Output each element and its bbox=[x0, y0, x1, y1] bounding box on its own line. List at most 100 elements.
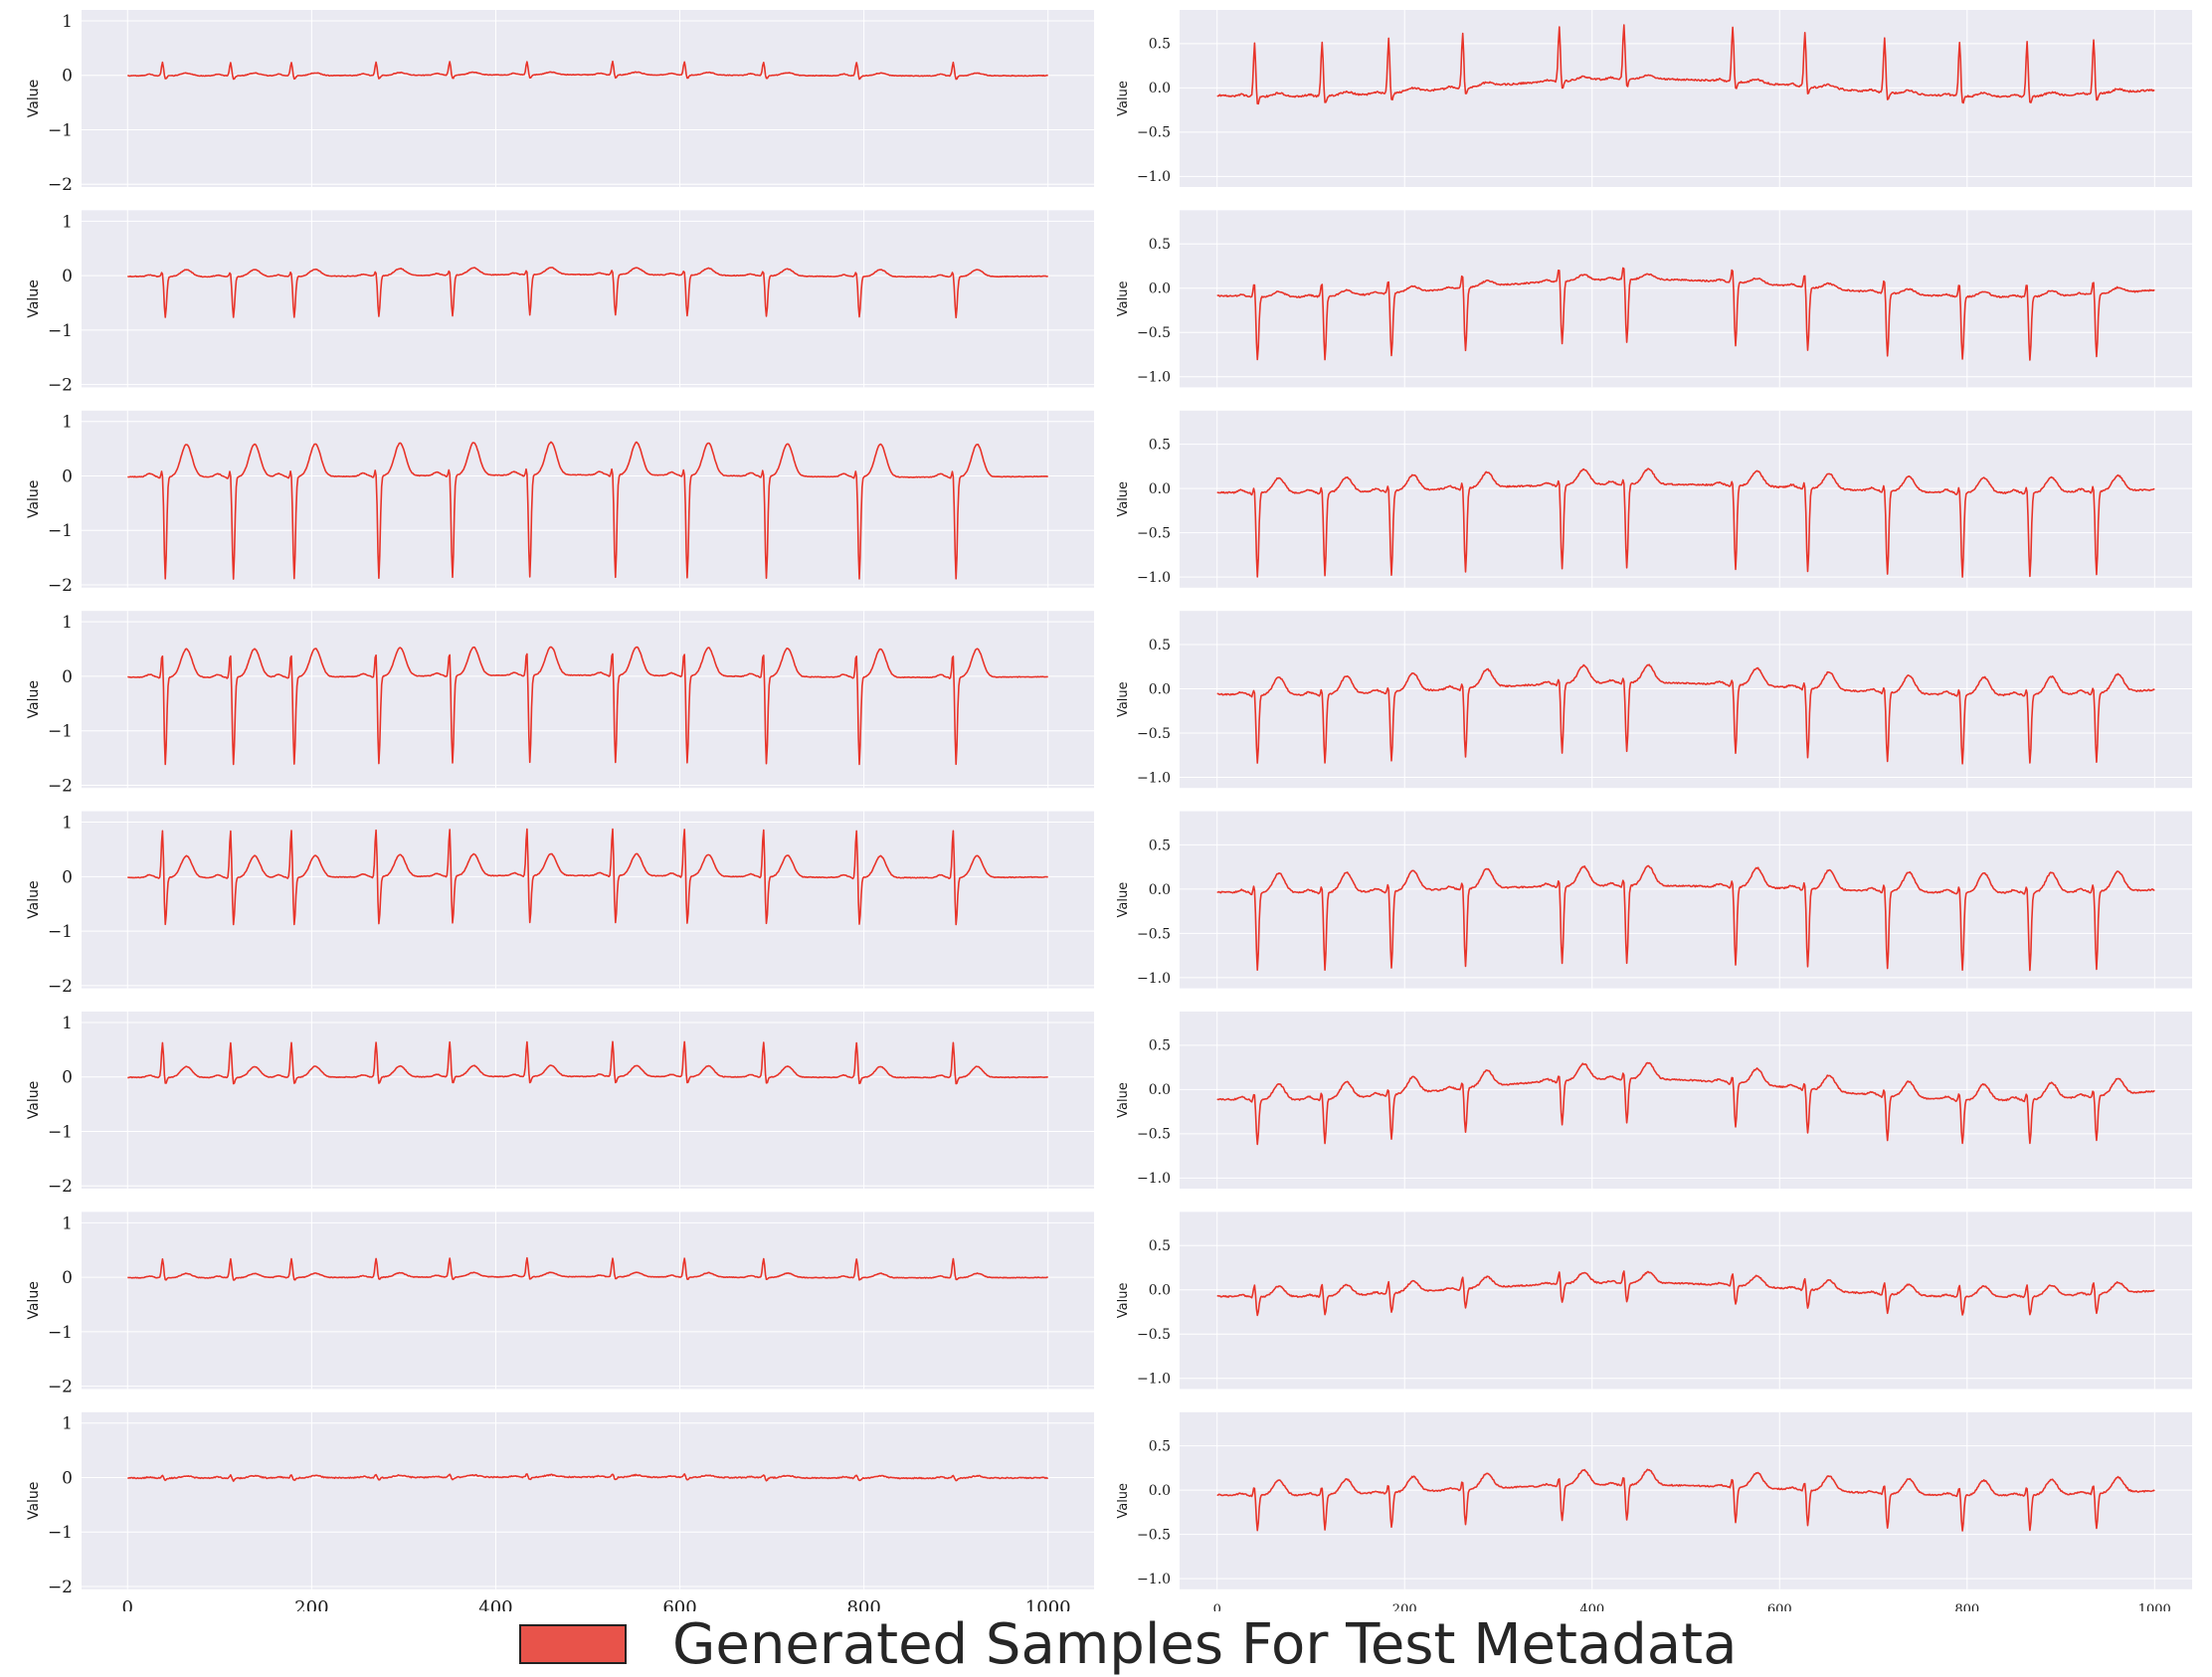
y-tick-label: −1 bbox=[48, 922, 73, 942]
y-tick-label: −2 bbox=[48, 376, 73, 396]
y-axis-label: Value bbox=[26, 280, 42, 317]
y-tick-label: 1 bbox=[62, 1014, 73, 1033]
y-tick-label: −0.5 bbox=[1137, 526, 1171, 542]
y-axis-label: Value bbox=[26, 1281, 42, 1319]
y-axis-label: Value bbox=[1116, 81, 1131, 116]
panel-background bbox=[1180, 410, 2192, 588]
left-panel-8: 1 0 −1 −2 Value 0 200 400 600 800 1000 bbox=[26, 1411, 1094, 1611]
y-tick-label: 0 bbox=[62, 1068, 73, 1088]
y-tick-label: −2 bbox=[48, 776, 73, 796]
signal-line bbox=[1216, 467, 2155, 578]
x-tick-label: 600 bbox=[1767, 1602, 1792, 1611]
left-panel-2: 1 0 −1 −2 Value bbox=[26, 210, 1094, 396]
y-axis-label: Value bbox=[26, 880, 42, 918]
x-tick-label: 200 bbox=[1392, 1602, 1417, 1611]
y-tick-label: −1.0 bbox=[1137, 169, 1171, 185]
x-tick-label: 600 bbox=[662, 1597, 696, 1611]
x-tick-label: 1000 bbox=[2138, 1602, 2171, 1611]
panel-background bbox=[82, 611, 1094, 789]
y-tick-label: −1 bbox=[48, 120, 73, 140]
right-panel-4: 0.5 0.0 −0.5 −1.0 Value bbox=[1116, 611, 2192, 789]
panel-background bbox=[1180, 10, 2192, 187]
left-panel-1: 1 0 −1 −2 Value bbox=[26, 10, 1094, 195]
y-axis-label: Value bbox=[26, 1081, 42, 1119]
y-tick-label: −1.0 bbox=[1137, 770, 1171, 786]
y-tick-label: 0.5 bbox=[1149, 438, 1171, 454]
y-tick-label: 0.5 bbox=[1149, 1238, 1171, 1254]
panel-background bbox=[1180, 1411, 2192, 1589]
x-tick-label: 200 bbox=[294, 1597, 328, 1611]
legend: Generated Samples For Test Metadata bbox=[519, 1611, 1738, 1677]
y-axis-label: Value bbox=[1116, 681, 1131, 717]
y-tick-label: 0 bbox=[62, 1268, 73, 1288]
left-panel-6: 1 0 −1 −2 Value bbox=[26, 1012, 1094, 1197]
y-tick-label: 1 bbox=[62, 613, 73, 633]
signal-line bbox=[1216, 267, 2155, 361]
panel-background bbox=[82, 10, 1094, 187]
y-axis-label: Value bbox=[26, 1482, 42, 1520]
y-tick-label: 1 bbox=[62, 212, 73, 232]
y-tick-label: −1 bbox=[48, 1523, 73, 1543]
y-axis-label: Value bbox=[26, 680, 42, 718]
signal-line bbox=[127, 60, 1048, 81]
panel-background bbox=[1180, 210, 2192, 388]
y-axis-label: Value bbox=[1116, 281, 1131, 317]
y-tick-label: −0.5 bbox=[1137, 926, 1171, 942]
y-tick-label: 0.0 bbox=[1149, 1483, 1171, 1499]
left-panel-7: 1 0 −1 −2 Value bbox=[26, 1211, 1094, 1398]
y-tick-label: 0.0 bbox=[1149, 281, 1171, 297]
y-tick-label: 1 bbox=[62, 12, 73, 32]
y-tick-label: −1.0 bbox=[1137, 570, 1171, 586]
panel-background bbox=[82, 811, 1094, 989]
signal-line bbox=[1216, 1061, 2155, 1146]
y-tick-label: 0.0 bbox=[1149, 481, 1171, 497]
legend-label: Generated Samples For Test Metadata bbox=[672, 1611, 1738, 1677]
panel-background bbox=[1180, 611, 2192, 789]
panel-background bbox=[82, 1211, 1094, 1390]
y-tick-label: −2 bbox=[48, 175, 73, 195]
left-panel-4: 1 0 −1 −2 Value bbox=[26, 611, 1094, 796]
x-tick-label: 1000 bbox=[1025, 1597, 1071, 1611]
y-tick-label: 0 bbox=[62, 67, 73, 87]
y-tick-label: −0.5 bbox=[1137, 1127, 1171, 1143]
y-tick-label: −1.0 bbox=[1137, 1372, 1171, 1388]
y-tick-label: −0.5 bbox=[1137, 1528, 1171, 1544]
panel-background bbox=[82, 1012, 1094, 1189]
signal-line bbox=[1216, 663, 2155, 765]
signal-line bbox=[127, 1040, 1048, 1085]
right-panel-5: 0.5 0.0 −0.5 −1.0 Value bbox=[1116, 811, 2192, 989]
y-tick-label: 0.5 bbox=[1149, 1439, 1171, 1455]
y-axis-label: Value bbox=[26, 80, 42, 117]
legend-swatch bbox=[519, 1624, 627, 1664]
y-tick-label: 0 bbox=[62, 867, 73, 887]
right-panel-3: 0.5 0.0 −0.5 −1.0 Value bbox=[1116, 410, 2192, 588]
y-tick-label: 1 bbox=[62, 814, 73, 834]
y-tick-label: −0.5 bbox=[1137, 726, 1171, 742]
y-tick-label: 1 bbox=[62, 1213, 73, 1233]
signal-line bbox=[127, 646, 1048, 766]
x-tick-label: 0 bbox=[122, 1597, 133, 1611]
panel-background bbox=[1180, 811, 2192, 989]
y-tick-label: 0 bbox=[62, 1468, 73, 1488]
y-tick-label: 0 bbox=[62, 667, 73, 687]
y-axis-label: Value bbox=[1116, 1483, 1131, 1519]
y-axis-label: Value bbox=[1116, 882, 1131, 918]
signal-line bbox=[127, 441, 1048, 580]
y-tick-label: −2 bbox=[48, 1177, 73, 1197]
signal-line bbox=[127, 828, 1048, 926]
signal-line bbox=[127, 1256, 1048, 1281]
y-axis-label: Value bbox=[1116, 481, 1131, 517]
signal-line bbox=[1216, 1270, 2155, 1317]
panel-background bbox=[1180, 1211, 2192, 1390]
y-tick-label: −1 bbox=[48, 521, 73, 541]
y-tick-label: 0.0 bbox=[1149, 681, 1171, 697]
y-tick-label: 0 bbox=[62, 267, 73, 286]
y-tick-label: −2 bbox=[48, 1378, 73, 1398]
y-tick-label: −1 bbox=[48, 1122, 73, 1142]
x-tick-label: 800 bbox=[1954, 1602, 1979, 1611]
x-tick-label: 0 bbox=[1213, 1602, 1221, 1611]
right-panel-1: 0.5 0.0 −0.5 −1.0 Value bbox=[1116, 10, 2192, 187]
y-tick-label: −0.5 bbox=[1137, 125, 1171, 141]
y-tick-label: 0.5 bbox=[1149, 1038, 1171, 1054]
y-tick-label: −1.0 bbox=[1137, 1572, 1171, 1587]
